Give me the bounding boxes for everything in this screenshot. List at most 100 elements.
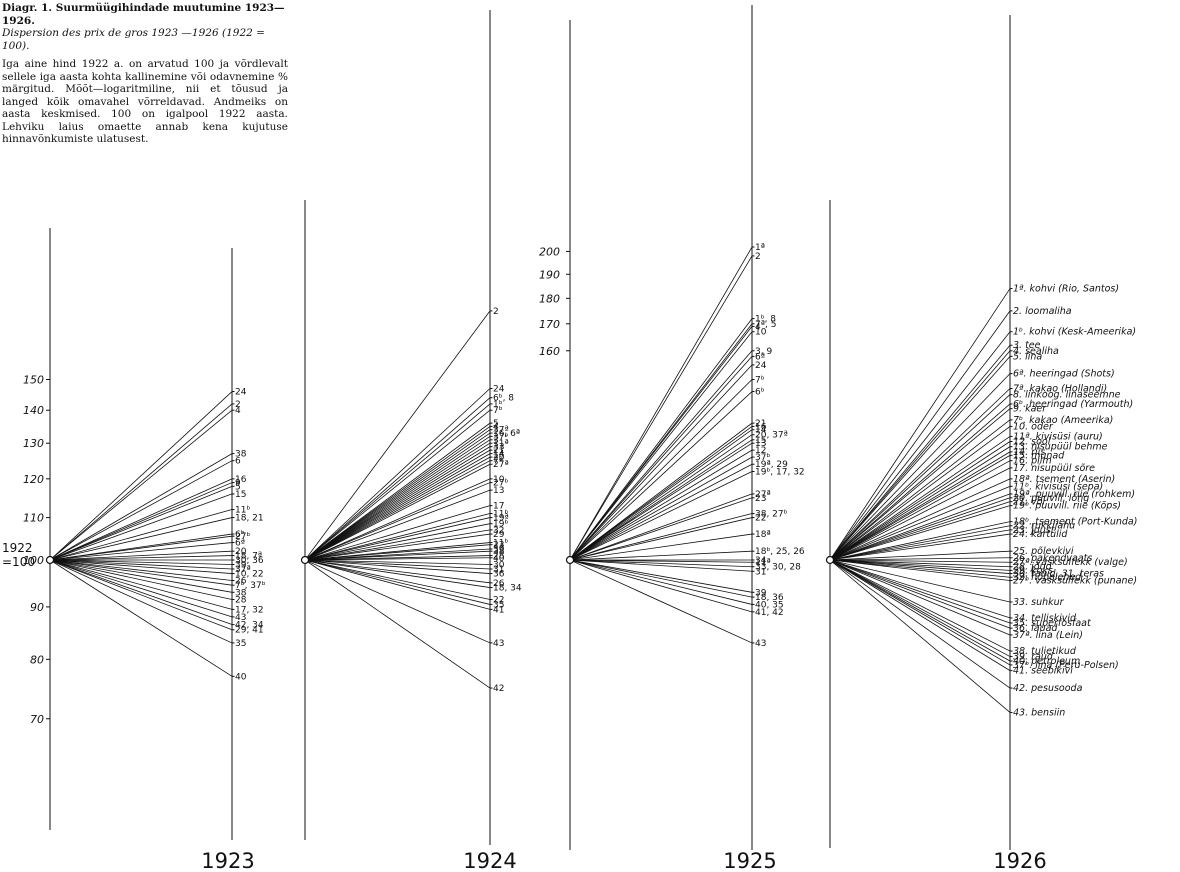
series-line <box>304 559 491 610</box>
series-line <box>304 482 491 561</box>
data-label: 22. rukkijahu <box>1013 521 1075 532</box>
series-line <box>304 523 491 561</box>
data-label: 29. koks <box>1013 565 1053 576</box>
data-label: 14. riis <box>1013 447 1045 458</box>
y-tick-label: 110 <box>23 512 44 525</box>
data-label: 30. rauid, 31. teras <box>1013 569 1104 580</box>
data-label: 42, 34 <box>235 621 264 631</box>
data-label: 25. põlevkivi <box>1013 546 1074 557</box>
series-line <box>49 485 233 561</box>
series-line <box>304 449 491 561</box>
series-line <box>829 467 1011 561</box>
series-line <box>304 463 491 561</box>
data-label: 12 <box>755 446 766 456</box>
series-line <box>569 434 753 561</box>
data-label: 17 <box>493 502 504 512</box>
data-label: 6ª <box>755 352 765 362</box>
series-line <box>829 529 1011 561</box>
series-line <box>304 397 491 561</box>
data-label: 4 <box>755 322 761 332</box>
data-label: 37ª. lina (Lein) <box>1013 630 1083 641</box>
data-label: 16. piim <box>1013 456 1052 467</box>
data-label: 11ᵇ <box>235 506 250 516</box>
series-line <box>569 356 753 561</box>
year-label: 1926 <box>993 849 1046 872</box>
data-label: 10, 22 <box>235 570 264 580</box>
series-line <box>829 394 1011 561</box>
data-label: 36 <box>493 570 505 580</box>
data-label: 16 <box>235 475 247 485</box>
data-label: 39. raud <box>1013 652 1054 663</box>
chart-title: Diagr. 1. Suurmüügihindade muutumine 192… <box>2 2 285 27</box>
series-line <box>829 521 1011 561</box>
data-label: 27ª <box>755 490 771 500</box>
data-label: 38, 27ᵇ <box>755 510 788 520</box>
data-label: 37ᵇ <box>755 453 770 463</box>
series-line <box>829 451 1011 561</box>
series-line <box>304 489 491 561</box>
data-label: 18, 7ª <box>235 552 262 562</box>
data-label: 43 <box>493 639 504 649</box>
origin-marker <box>45 555 55 565</box>
data-label: 19ᵇ, 17, 32 <box>755 467 805 477</box>
data-label: 42. pesusooda <box>1013 683 1083 694</box>
data-label: 22 <box>493 596 504 606</box>
series-line <box>304 409 491 561</box>
year-label: 1923 <box>201 849 254 872</box>
data-label: 39 <box>235 560 247 570</box>
series-line <box>49 555 233 561</box>
series-line <box>829 559 1011 657</box>
chart-subtitle: Dispersion des prix de gros 1923 —1926 (… <box>2 27 265 52</box>
data-label: 39 <box>493 545 505 555</box>
data-label: 7ª. kakao (Hollandi) <box>1013 383 1107 394</box>
data-label: 15 <box>755 436 766 446</box>
series-line <box>304 388 491 561</box>
series-line <box>49 409 233 561</box>
data-label: 20. puuvill. lõng <box>1013 493 1089 504</box>
y-tick-label: 100 <box>23 554 44 567</box>
series-line <box>569 559 753 563</box>
series-line <box>569 255 753 561</box>
data-label: 14 <box>755 426 767 436</box>
data-label: 38 <box>235 588 247 598</box>
series-line <box>569 559 753 572</box>
series-line <box>49 550 233 561</box>
series-line <box>829 505 1011 561</box>
series-line <box>304 559 491 574</box>
series-line <box>829 559 1011 578</box>
series-line <box>304 439 491 561</box>
data-label: 36. lauad <box>1013 623 1058 634</box>
series-line <box>304 559 491 570</box>
series-line <box>829 388 1011 561</box>
series-line <box>569 331 753 561</box>
series-line <box>304 460 491 561</box>
series-line <box>49 453 233 561</box>
data-label: 6ª <box>235 539 245 549</box>
year-label: 1925 <box>723 849 776 872</box>
data-label: 18, 36 <box>755 593 784 603</box>
data-label: 27ª <box>493 460 509 470</box>
series-line <box>569 326 753 561</box>
series-line <box>304 446 491 561</box>
series-line <box>49 403 233 561</box>
data-label: 37ª <box>235 565 251 575</box>
series-line <box>569 513 753 561</box>
data-label: 18, 34 <box>493 584 522 594</box>
series-line <box>304 478 491 561</box>
data-label: 15. munad <box>1013 450 1065 461</box>
series-line <box>829 559 1011 629</box>
data-label: 40, 35 <box>755 600 784 610</box>
data-label: 35 <box>235 639 246 649</box>
series-line <box>829 288 1011 561</box>
series-line <box>829 559 1011 574</box>
base-label: 1922 <box>2 541 33 555</box>
series-line <box>569 463 753 561</box>
data-label: 1ᵇ, 8 <box>755 315 776 325</box>
series-line <box>304 559 491 584</box>
series-line <box>304 310 491 561</box>
data-label: 18ª <box>755 530 771 540</box>
series-line <box>829 559 1011 624</box>
data-label: 9 <box>235 479 241 489</box>
series-line <box>569 439 753 561</box>
